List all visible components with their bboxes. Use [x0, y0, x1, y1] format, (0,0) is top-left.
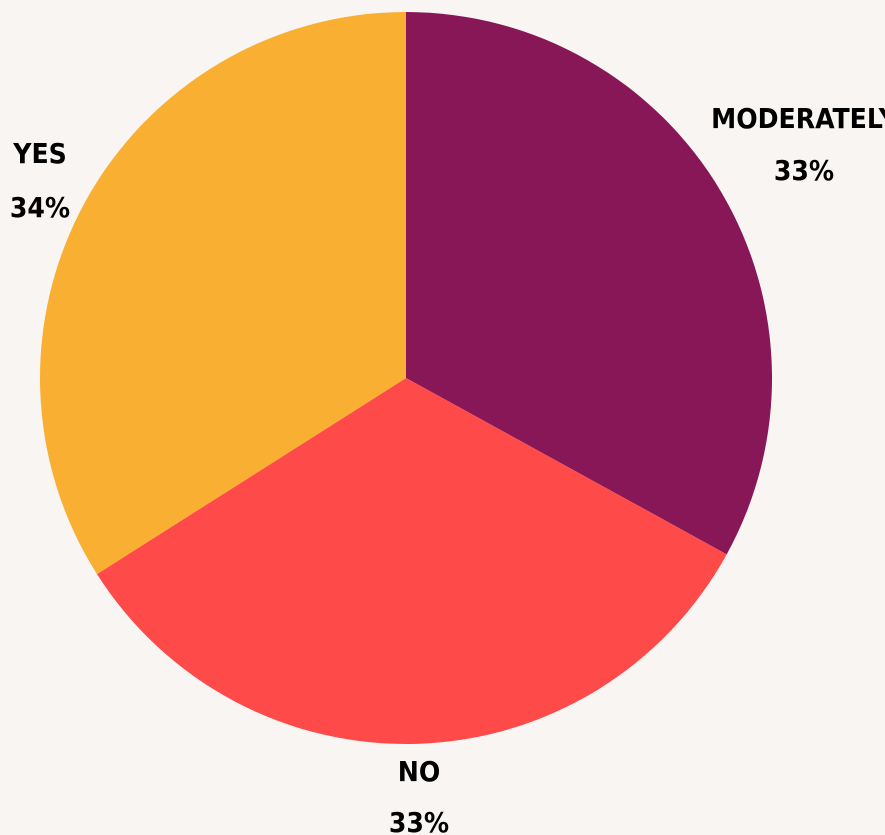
slice-value-yes: 34%: [10, 191, 70, 224]
slice-value-no: 33%: [389, 806, 449, 835]
slice-value-moderately: 33%: [774, 154, 834, 187]
slice-label-yes: YES: [12, 137, 67, 170]
pie-labels: MODERATELY 33% NO 33% YES 34%: [10, 102, 885, 835]
pie-slice-moderately: [406, 12, 773, 555]
pie-slices: [40, 12, 773, 744]
slice-label-moderately: MODERATELY: [711, 102, 885, 135]
slice-label-no: NO: [398, 755, 441, 788]
pie-slice-no: [96, 378, 727, 744]
pie-slice-yes: [40, 12, 407, 575]
